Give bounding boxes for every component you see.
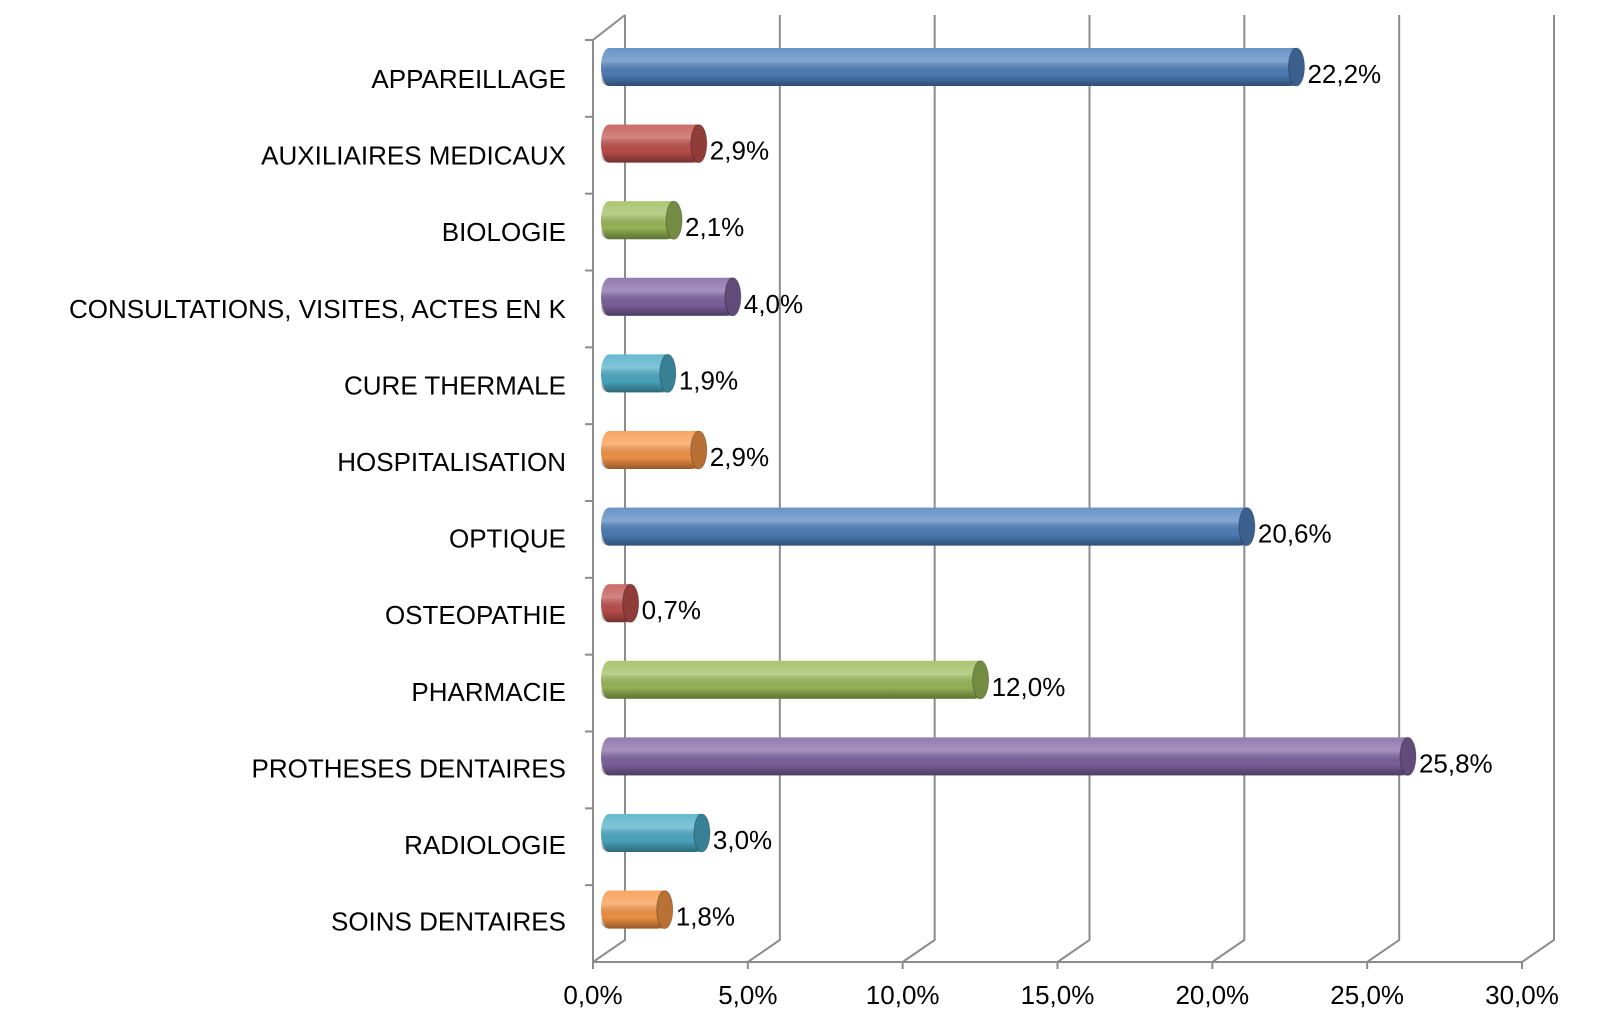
bar-end-shade	[1288, 48, 1305, 86]
grid-line	[747, 15, 781, 963]
y-tick-label: HOSPITALISATION	[337, 447, 566, 477]
bar-end	[1287, 47, 1305, 87]
grid-line	[902, 15, 936, 963]
bar-end	[622, 583, 640, 623]
bar-end-shade	[1399, 737, 1416, 776]
bar-end	[693, 813, 711, 853]
value-label: 0,7%	[642, 595, 701, 625]
bar-end	[972, 660, 990, 700]
y-tick-label: RADIOLOGIE	[404, 830, 566, 860]
bar-end-shade	[972, 660, 989, 699]
bar-shade	[601, 507, 1247, 546]
x-tick-label: 0,0%	[563, 980, 622, 1010]
bar-end-shade	[622, 584, 639, 623]
y-tick-label: PHARMACIE	[411, 677, 566, 707]
bar-end-shade	[693, 814, 710, 852]
value-label: 20,6%	[1258, 519, 1332, 549]
y-tick-label: SOINS DENTAIRES	[331, 907, 566, 937]
y-tick-label: AUXILIAIRES MEDICAUX	[261, 141, 566, 171]
bar-shade	[601, 124, 699, 163]
bar-end	[724, 277, 742, 317]
grid-line	[1211, 15, 1246, 963]
bar-shade	[601, 48, 1297, 86]
y-tick-label: CURE THERMALE	[344, 370, 566, 400]
bar-end-shade	[656, 890, 673, 929]
bar-shade	[601, 737, 1408, 776]
y-tick-label: CONSULTATIONS, VISITES, ACTES EN K	[69, 294, 567, 324]
bar-shade	[601, 890, 665, 929]
bar-end-shade	[724, 277, 741, 316]
bar-end	[665, 200, 683, 240]
value-label: 2,1%	[685, 212, 744, 242]
y-tick-label: OPTIQUE	[449, 524, 566, 554]
value-label: 1,9%	[679, 365, 738, 395]
value-label: 3,0%	[713, 825, 772, 855]
bar-end	[656, 890, 674, 930]
bar-shade	[601, 354, 668, 393]
x-tick-label: 15,0%	[1021, 980, 1095, 1010]
bar-shade	[601, 660, 981, 699]
bar-end-shade	[659, 354, 676, 393]
bar-end-shade	[666, 201, 683, 240]
bar-end	[690, 430, 708, 470]
grid-line	[1056, 15, 1091, 963]
value-label: 2,9%	[710, 442, 769, 472]
value-label: 2,9%	[710, 136, 769, 166]
y-tick-label: OSTEOPATHIE	[385, 600, 566, 630]
bar-end	[1238, 507, 1256, 547]
bar-shade	[601, 201, 675, 240]
x-tick-label: 25,0%	[1330, 980, 1404, 1010]
value-label: 1,8%	[676, 902, 735, 932]
bar-shade	[601, 431, 699, 469]
y-tick-label: PROTHESES DENTAIRES	[252, 753, 566, 783]
bar-end-shade	[690, 124, 707, 163]
value-label: 25,8%	[1419, 748, 1493, 778]
value-label: 12,0%	[992, 672, 1066, 702]
bar-shade	[601, 814, 702, 852]
grid-line	[592, 15, 626, 963]
x-tick-label: 10,0%	[866, 980, 940, 1010]
grid-line	[1521, 15, 1555, 963]
y-tick-label: APPAREILLAGE	[371, 64, 566, 94]
grid-line	[1366, 15, 1401, 963]
bar-end	[690, 124, 708, 164]
value-label: 4,0%	[744, 289, 803, 319]
value-label: 22,2%	[1307, 59, 1381, 89]
x-tick-label: 30,0%	[1485, 980, 1559, 1010]
bar-end-shade	[1238, 507, 1255, 546]
y-tick-label: BIOLOGIE	[442, 217, 566, 247]
x-tick-label: 20,0%	[1175, 980, 1249, 1010]
bar-end	[659, 353, 677, 393]
x-tick-label: 5,0%	[718, 980, 777, 1010]
bar-end-shade	[690, 431, 707, 469]
bar-end	[1399, 736, 1417, 776]
bar-shade	[601, 277, 733, 316]
bar-shade	[601, 584, 631, 623]
